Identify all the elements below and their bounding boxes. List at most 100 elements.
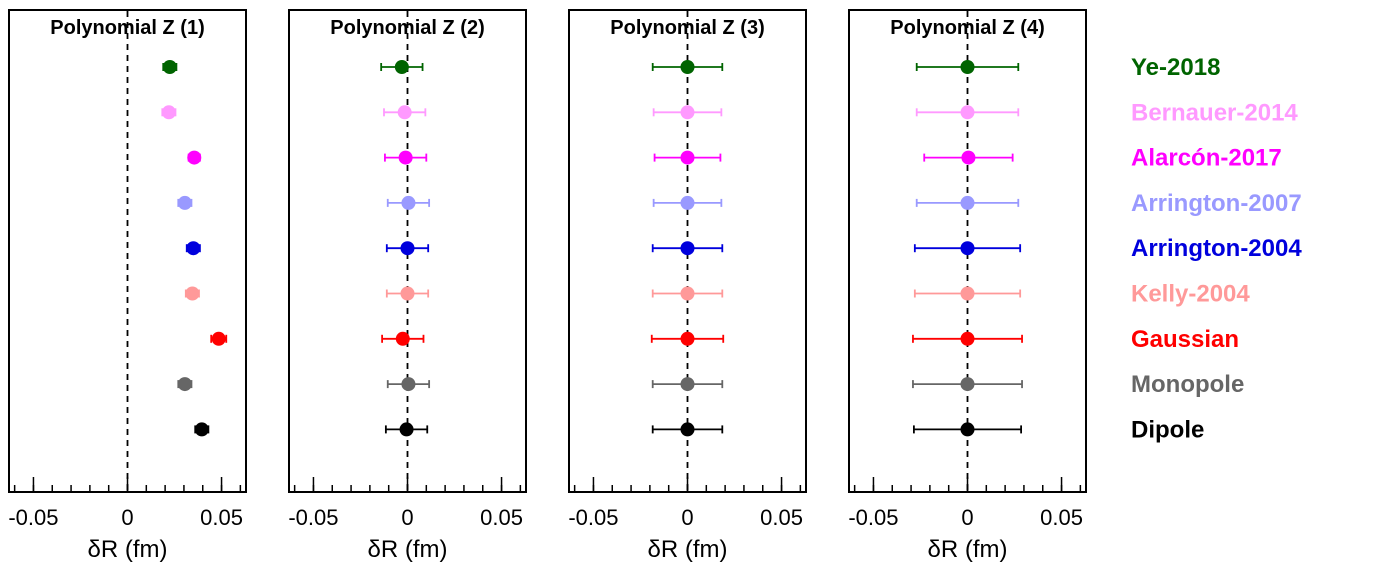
data-point-arrington-2007: [177, 195, 193, 210]
data-point-ye-2018: [915, 60, 1020, 74]
marker: [960, 331, 975, 346]
legend-entry: Gaussian: [1131, 326, 1239, 353]
marker: [397, 105, 412, 120]
legend-entry: Dipole: [1131, 416, 1204, 443]
marker: [186, 241, 201, 256]
data-point-alarc-n-2017: [384, 150, 428, 165]
data-point-kelly-2004: [184, 286, 200, 301]
data-point-arrington-2004: [185, 241, 201, 256]
data-point-arrington-2007: [386, 195, 431, 210]
marker: [399, 422, 414, 437]
data-point-ye-2018: [380, 60, 424, 74]
x-tick-label: 0.05: [480, 505, 523, 530]
marker: [177, 377, 192, 392]
data-point-dipole: [384, 422, 429, 437]
data-point-arrington-2004: [913, 241, 1022, 256]
data-point-dipole: [912, 422, 1023, 437]
marker: [961, 150, 976, 165]
data-point-bernauer-2014: [652, 105, 723, 120]
x-tick-label: 0.05: [760, 505, 803, 530]
x-tick-label: 0: [121, 505, 133, 530]
data-point-ye-2018: [162, 60, 178, 74]
legend-entry: Arrington-2007: [1131, 190, 1302, 217]
data-point-gaussian: [912, 331, 1023, 346]
x-tick-label: -0.05: [568, 505, 618, 530]
x-axis-label: δR (fm): [87, 536, 167, 563]
marker: [394, 60, 409, 74]
marker: [187, 150, 202, 165]
marker: [960, 286, 975, 301]
data-point-bernauer-2014: [161, 105, 177, 120]
data-point-kelly-2004: [651, 286, 724, 301]
legend-entry: Ye-2018: [1131, 54, 1220, 81]
x-tick-label: 0: [681, 505, 693, 530]
marker: [680, 331, 695, 346]
data-point-arrington-2004: [651, 241, 724, 256]
marker: [400, 286, 415, 301]
marker: [680, 377, 695, 392]
data-point-bernauer-2014: [915, 105, 1020, 120]
x-axis-label: δR (fm): [647, 536, 727, 563]
data-point-ye-2018: [651, 60, 724, 74]
marker: [400, 241, 415, 256]
marker: [680, 60, 695, 74]
marker: [161, 105, 176, 120]
marker: [680, 422, 695, 437]
legend-entry: Alarcón-2017: [1131, 145, 1282, 172]
legend-entry: Kelly-2004: [1131, 281, 1250, 308]
data-point-monopole: [651, 377, 724, 392]
data-point-monopole: [177, 377, 193, 392]
x-tick-label: 0: [961, 505, 973, 530]
marker: [680, 195, 695, 210]
x-axis-label: δR (fm): [927, 536, 1007, 563]
data-point-arrington-2007: [652, 195, 723, 210]
marker: [680, 286, 695, 301]
marker: [401, 377, 416, 392]
data-point-gaussian: [210, 331, 228, 346]
x-tick-label: -0.05: [8, 505, 58, 530]
marker: [960, 60, 975, 74]
data-point-alarc-n-2017: [187, 150, 202, 165]
legend-entry: Monopole: [1131, 371, 1244, 398]
legend-entry: Bernauer-2014: [1131, 99, 1298, 126]
data-point-dipole: [194, 422, 210, 437]
marker: [960, 241, 975, 256]
data-point-monopole: [912, 377, 1023, 392]
marker: [177, 195, 192, 210]
data-point-gaussian: [381, 331, 425, 346]
marker: [680, 105, 695, 120]
marker: [401, 195, 416, 210]
marker: [162, 60, 177, 74]
marker: [960, 105, 975, 120]
data-point-bernauer-2014: [383, 105, 427, 120]
data-point-dipole: [651, 422, 724, 437]
marker: [194, 422, 209, 437]
data-point-alarc-n-2017: [653, 150, 722, 165]
x-tick-label: 0: [401, 505, 413, 530]
x-tick-label: 0.05: [1040, 505, 1083, 530]
x-axis-label: δR (fm): [367, 536, 447, 563]
marker: [398, 150, 413, 165]
marker: [680, 241, 695, 256]
marker: [211, 331, 226, 346]
legend: Ye-2018 Bernauer-2014 Alarcón-2017 Arringto…: [1131, 54, 1302, 443]
data-point-kelly-2004: [385, 286, 430, 301]
data-point-alarc-n-2017: [923, 150, 1014, 165]
x-tick-label: 0.05: [200, 505, 243, 530]
x-tick-label: -0.05: [848, 505, 898, 530]
marker: [960, 422, 975, 437]
data-point-monopole: [386, 377, 431, 392]
marker: [185, 286, 200, 301]
data-point-arrington-2007: [915, 195, 1020, 210]
legend-entry: Arrington-2004: [1131, 235, 1302, 262]
data-point-arrington-2004: [385, 241, 430, 256]
marker: [960, 195, 975, 210]
data-point-gaussian: [650, 331, 725, 346]
marker: [395, 331, 410, 346]
data-point-kelly-2004: [913, 286, 1022, 301]
